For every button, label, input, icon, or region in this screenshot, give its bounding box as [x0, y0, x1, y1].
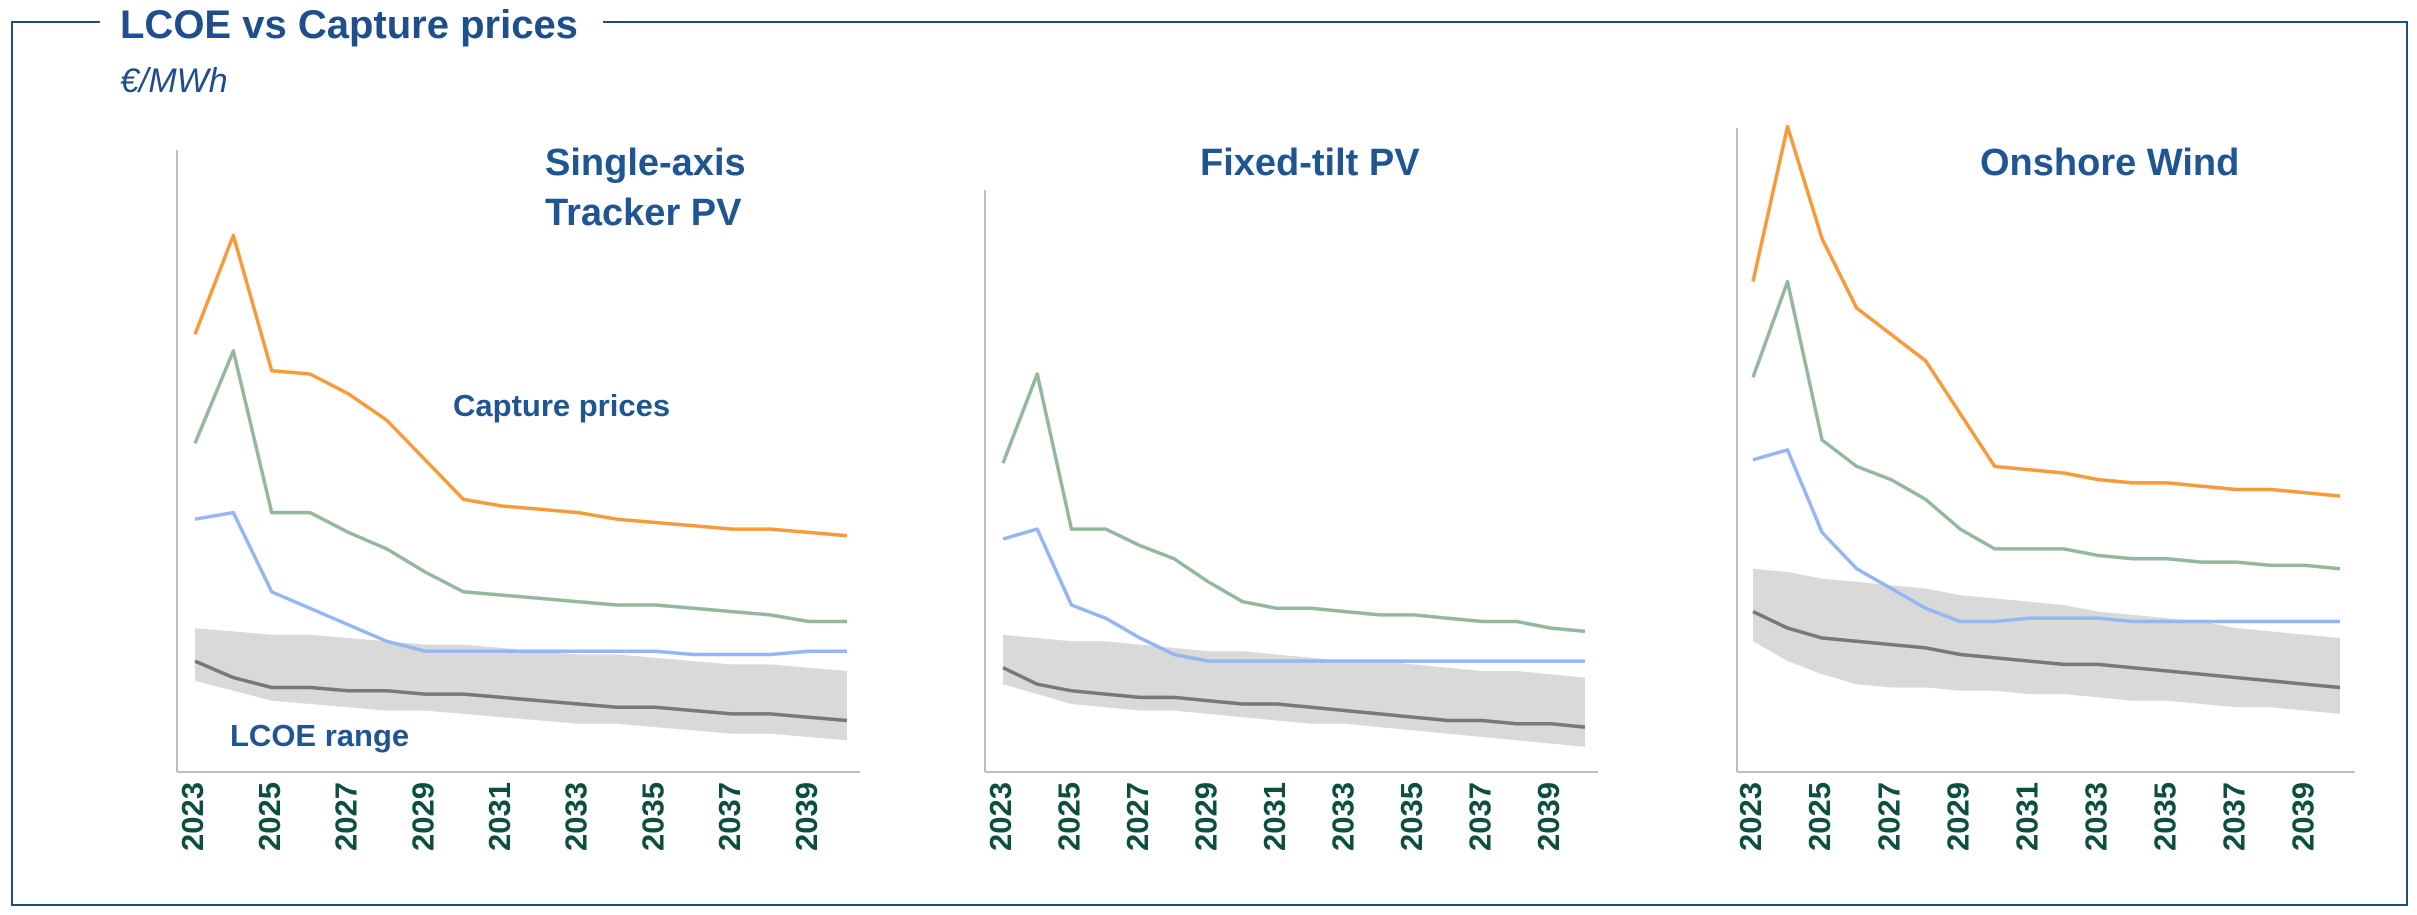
x-tick-label: 2035: [635, 782, 670, 851]
series-line: [1752, 448, 2340, 624]
series-line: [1002, 666, 1586, 729]
series-line: [1751, 279, 2341, 571]
lcoe-band: [1753, 568, 2340, 714]
panel-title: Onshore Wind: [1980, 142, 2240, 184]
x-tick-label: 2027: [1120, 782, 1155, 851]
x-tick-label: 2029: [1189, 782, 1224, 851]
panel-title: Single-axis Tracker PV: [545, 142, 746, 234]
lcoe-band: [195, 628, 847, 741]
x-tick-label: 2033: [559, 782, 594, 851]
x-tick-label: 2029: [1940, 782, 1975, 851]
x-tick-label: 2035: [2148, 782, 2183, 851]
x-tick-label: 2035: [1394, 782, 1429, 851]
series-line: [193, 233, 848, 538]
x-tick-label: 2033: [1326, 782, 1361, 851]
x-tick-label: 2023: [1733, 782, 1768, 851]
series-line: [1002, 527, 1585, 663]
x-tick-label: 2027: [1871, 782, 1906, 851]
x-tick-label: 2023: [983, 782, 1018, 851]
series-line: [1752, 610, 2341, 690]
series-line: [193, 349, 847, 624]
x-tick-label: 2039: [2286, 782, 2321, 851]
x-tick-label: 2029: [405, 782, 440, 851]
series-line: [1751, 124, 2341, 498]
x-tick-label: 2025: [1052, 782, 1087, 851]
x-tick-label: 2023: [175, 782, 210, 851]
x-tick-label: 2037: [1462, 782, 1497, 851]
x-tick-label: 2037: [712, 782, 747, 851]
annotation: LCOE range: [230, 718, 410, 753]
x-tick-label: 2031: [2009, 782, 2044, 851]
x-tick-label: 2037: [2217, 782, 2252, 851]
series-line: [194, 659, 848, 723]
page-subtitle: €/MWh: [120, 62, 228, 100]
x-tick-label: 2039: [789, 782, 824, 851]
x-tick-label: 2031: [482, 782, 517, 851]
series-line: [194, 510, 847, 657]
x-tick-label: 2027: [329, 782, 364, 851]
page-title: LCOE vs Capture prices: [120, 3, 578, 47]
panel-title: Fixed-tilt PV: [1200, 142, 1420, 184]
x-tick-label: 2039: [1531, 782, 1566, 851]
annotation: Capture prices: [453, 388, 671, 423]
x-tick-label: 2025: [1802, 782, 1837, 851]
series-line: [1001, 372, 1586, 634]
x-tick-label: 2033: [2078, 782, 2113, 851]
lcoe-band: [1003, 634, 1585, 747]
x-tick-label: 2025: [252, 782, 287, 851]
x-tick-label: 2031: [1257, 782, 1292, 851]
frame: [11, 21, 2408, 906]
